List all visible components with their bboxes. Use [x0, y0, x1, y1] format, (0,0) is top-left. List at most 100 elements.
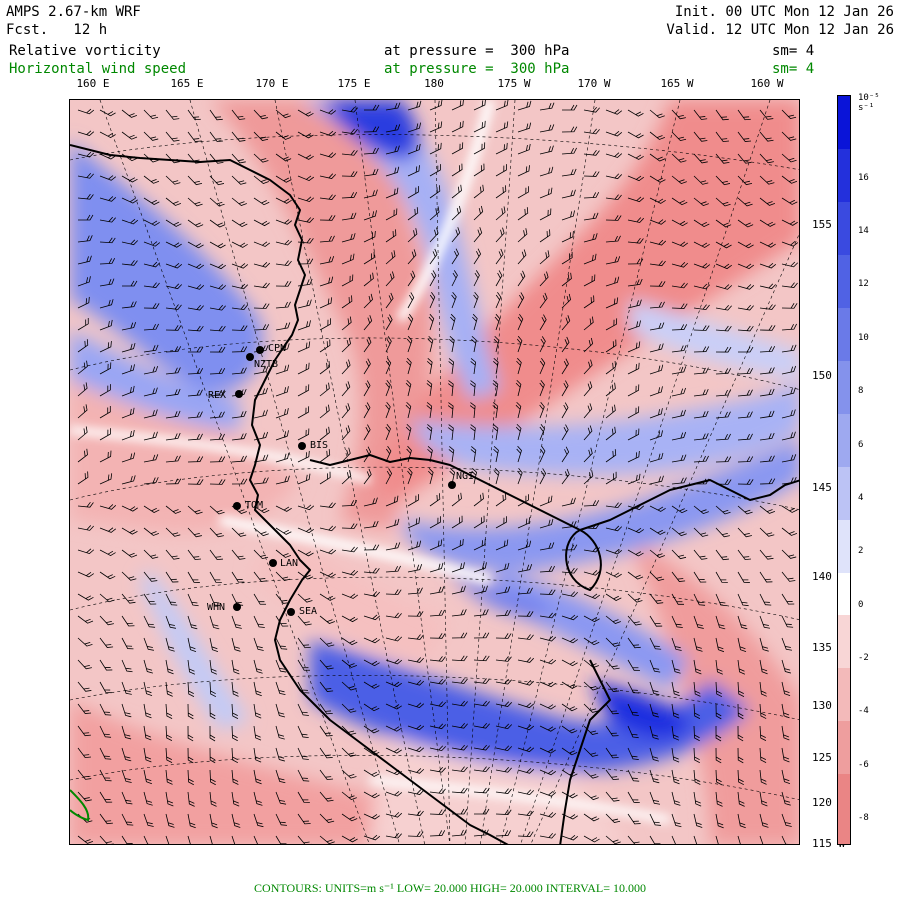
wind-barb: [187, 389, 203, 397]
wind-barb: [319, 255, 335, 265]
valid-time: Valid. 12 UTC Mon 12 Jan 26: [666, 22, 894, 38]
wind-barb: [671, 527, 687, 537]
pressure-level-1: at pressure = 300 hPa: [384, 43, 570, 59]
wind-barb: [231, 703, 239, 720]
wind-barb: [407, 228, 418, 243]
wind-barb: [448, 446, 455, 463]
wind-barb: [715, 263, 733, 270]
wind-barb: [275, 109, 291, 119]
wind-barb: [781, 549, 797, 559]
wind-barb: [407, 270, 416, 287]
wind-barb: [427, 335, 434, 353]
wind-barb: [187, 411, 203, 419]
wind-barb: [737, 479, 754, 485]
wind-barb: [759, 410, 775, 419]
wind-barb: [253, 303, 270, 309]
wind-barb: [781, 323, 797, 331]
wind-barb: [759, 725, 767, 742]
wind-barb: [605, 659, 620, 670]
wind-barb: [231, 241, 248, 248]
wind-barb: [781, 659, 792, 674]
wind-barb: [407, 724, 425, 731]
wind-barb: [99, 527, 117, 533]
colorbar-tick: 8: [858, 386, 864, 396]
wind-barb: [297, 769, 310, 782]
wind-barb: [561, 591, 579, 597]
wind-barb: [407, 100, 422, 111]
wind-barb: [671, 615, 683, 628]
wind-barb: [297, 615, 312, 626]
wind-barb: [363, 104, 380, 111]
wind-barb: [165, 681, 173, 697]
wind-barb: [671, 769, 680, 785]
wind-barb: [517, 186, 529, 199]
wind-barb: [517, 122, 532, 133]
wind-barb: [495, 539, 509, 551]
wind-barb: [165, 725, 173, 742]
wind-barb: [561, 189, 576, 199]
wind-barb: [253, 197, 270, 206]
wind-barb: [297, 258, 314, 265]
wind-barb: [470, 380, 476, 397]
wind-barb: [737, 571, 750, 583]
wind-barb: [99, 659, 113, 671]
wind-barb: [495, 633, 512, 639]
wind-barb: [77, 214, 94, 221]
wind-barb: [165, 703, 173, 719]
wind-barb: [693, 219, 710, 228]
wind-barb: [759, 262, 777, 269]
wind-barb: [99, 131, 116, 139]
wind-barb: [451, 722, 468, 729]
wind-barb: [121, 769, 132, 783]
wind-barb: [627, 175, 645, 182]
wind-barb: [99, 362, 112, 375]
wind-barb: [143, 219, 160, 226]
wind-barb: [781, 131, 797, 141]
wind-barb: [253, 409, 268, 419]
wind-barb: [341, 295, 353, 309]
wind-barb: [671, 219, 688, 227]
wind-barb: [649, 322, 665, 331]
wind-barb: [275, 791, 287, 805]
wind-barb: [99, 278, 115, 287]
wind-barb: [165, 835, 176, 844]
wind-barb: [341, 403, 351, 419]
wind-barb: [561, 567, 578, 574]
wind-barb: [517, 292, 525, 309]
wind-barb: [473, 700, 490, 707]
wind-barb: [759, 593, 772, 606]
wind-barb: [715, 747, 722, 764]
wind-barb: [561, 336, 570, 353]
wind-barb: [187, 571, 200, 583]
wind-barb: [143, 282, 160, 288]
wind-barb: [649, 703, 659, 718]
wind-barb: [405, 423, 412, 441]
wind-barb: [693, 109, 708, 120]
wind-barb: [121, 321, 137, 331]
wind-barb: [495, 745, 513, 752]
wind-barb: [517, 165, 530, 177]
wind-barb: [605, 256, 621, 265]
wind-barb: [759, 549, 774, 560]
wind-barb: [341, 835, 358, 843]
wind-barb: [671, 153, 687, 163]
wind-barb: [121, 615, 135, 627]
wind-barb: [649, 109, 665, 119]
wind-barb: [209, 813, 218, 829]
wind-barb: [539, 565, 555, 573]
wind-barb: [539, 314, 547, 331]
wind-barb: [231, 325, 248, 331]
wind-barb: [429, 678, 446, 685]
wind-barb: [493, 446, 499, 463]
wind-barb: [209, 681, 217, 698]
wind-barb: [187, 527, 202, 538]
wind-barb: [99, 109, 116, 117]
wind-barb: [781, 431, 796, 441]
wind-barb: [209, 241, 226, 249]
wind-barb: [275, 219, 293, 225]
wind-barb: [517, 540, 532, 551]
wind-barb: [77, 193, 94, 200]
wind-barb: [649, 364, 664, 375]
wind-barb: [561, 834, 579, 841]
wind-barb: [759, 197, 776, 206]
